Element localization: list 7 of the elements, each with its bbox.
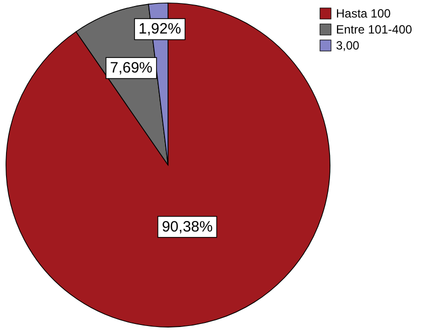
legend-label: Entre 101-400: [336, 22, 412, 36]
data-label: 90,38%: [162, 218, 213, 236]
legend-label: Hasta 100: [336, 6, 392, 20]
data-label: 1,92%: [138, 20, 182, 38]
legend-label: 3,00: [336, 38, 360, 52]
data-label: 7,69%: [110, 60, 153, 77]
pie-slice: [6, 2, 330, 328]
